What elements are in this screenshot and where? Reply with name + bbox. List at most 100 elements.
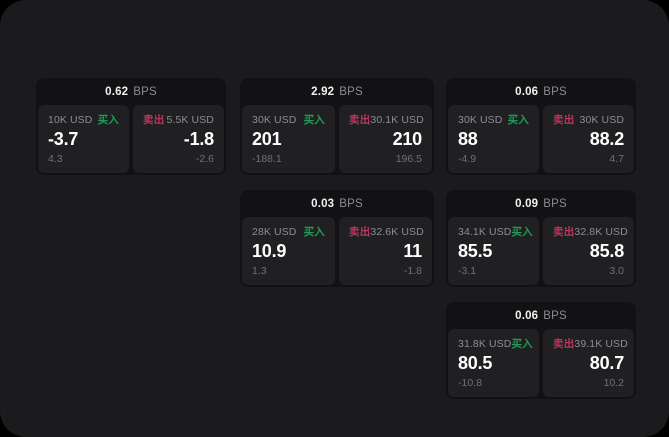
sell-price: -1.8 (183, 129, 214, 149)
sell-tag: 卖出 (553, 226, 575, 238)
card-body: 31.8K USD 买入 80.5 -10.8 卖出 39.1K USD 80.… (446, 329, 636, 399)
sell-panel-top: 卖出 39.1K USD (553, 337, 628, 351)
buy-price: 201 (252, 129, 282, 149)
buy-price: 88 (458, 129, 478, 149)
buy-tag: 买入 (97, 114, 119, 126)
bps-unit-label: BPS (543, 309, 567, 322)
sell-subvalue: 196.5 (395, 153, 422, 165)
sell-panel[interactable]: 卖出 30K USD 88.2 4.7 (543, 105, 634, 173)
card-body: 10K USD 买入 -3.7 4.3 卖出 5.5K USD -1.8 -2.… (36, 105, 226, 175)
buy-size-label: 10K USD (48, 113, 93, 126)
sell-subvalue: -1.8 (403, 265, 422, 277)
buy-panel-top: 30K USD 买入 (252, 113, 325, 127)
sell-tag: 卖出 (553, 114, 575, 126)
card-header: 0.06 BPS (446, 302, 636, 329)
buy-panel[interactable]: 28K USD 买入 10.9 1.3 (242, 217, 335, 285)
buy-price: 80.5 (458, 353, 493, 373)
sell-price: 85.8 (589, 241, 624, 261)
sell-size-label: 5.5K USD (166, 113, 214, 126)
sell-tag: 卖出 (349, 226, 371, 238)
sell-panel[interactable]: 卖出 32.8K USD 85.8 3.0 (543, 217, 634, 285)
sell-tag: 卖出 (553, 338, 575, 350)
sell-panel-top: 卖出 30.1K USD (349, 113, 424, 127)
card-body: 28K USD 买入 10.9 1.3 卖出 32.6K USD 11 -1.8 (240, 217, 434, 287)
buy-panel-top: 30K USD 买入 (458, 113, 529, 127)
card-header: 0.62 BPS (36, 78, 226, 105)
buy-size-label: 31.8K USD (458, 337, 512, 350)
quote-card[interactable]: 0.03 BPS 28K USD 买入 10.9 1.3 卖出 (240, 190, 434, 287)
sell-size-label: 32.8K USD (574, 225, 628, 238)
buy-price: 85.5 (458, 241, 493, 261)
bps-value: 0.06 (515, 309, 539, 322)
bps-unit-label: BPS (339, 85, 363, 98)
sell-panel-top: 卖出 32.6K USD (349, 225, 424, 239)
sell-panel-top: 卖出 30K USD (553, 113, 624, 127)
bps-value: 2.92 (311, 85, 335, 98)
buy-subvalue: 1.3 (252, 265, 267, 277)
sell-size-label: 30.1K USD (370, 113, 424, 126)
quote-board: 0.62 BPS 10K USD 买入 -3.7 4.3 卖出 (36, 78, 636, 399)
quote-card[interactable]: 2.92 BPS 30K USD 买入 201 -188.1 卖出 (240, 78, 434, 175)
sell-size-label: 32.6K USD (370, 225, 424, 238)
bps-value: 0.03 (311, 197, 335, 210)
sell-panel-top: 卖出 5.5K USD (143, 113, 214, 127)
buy-size-label: 28K USD (252, 225, 297, 238)
sell-panel[interactable]: 卖出 30.1K USD 210 196.5 (339, 105, 432, 173)
sell-subvalue: 10.2 (603, 377, 624, 389)
sell-price: 11 (403, 241, 422, 261)
buy-panel[interactable]: 30K USD 买入 201 -188.1 (242, 105, 335, 173)
sell-size-label: 30K USD (579, 113, 624, 126)
buy-subvalue: -188.1 (252, 153, 282, 165)
card-header: 0.09 BPS (446, 190, 636, 217)
quote-column-3: 0.06 BPS 30K USD 买入 88 -4.9 卖出 (446, 78, 636, 414)
buy-tag: 买入 (303, 226, 325, 238)
card-body: 30K USD 买入 201 -188.1 卖出 30.1K USD 210 1… (240, 105, 434, 175)
bps-unit-label: BPS (543, 197, 567, 210)
buy-subvalue: -3.1 (458, 265, 477, 277)
quote-column-1: 0.62 BPS 10K USD 买入 -3.7 4.3 卖出 (36, 78, 226, 190)
bps-unit-label: BPS (133, 85, 157, 98)
buy-size-label: 30K USD (458, 113, 503, 126)
bps-value: 0.09 (515, 197, 539, 210)
buy-tag: 买入 (511, 226, 533, 238)
buy-tag: 买入 (511, 338, 533, 350)
buy-price: -3.7 (48, 129, 79, 149)
bps-unit-label: BPS (543, 85, 567, 98)
buy-panel[interactable]: 31.8K USD 买入 80.5 -10.8 (448, 329, 539, 397)
quote-card[interactable]: 0.62 BPS 10K USD 买入 -3.7 4.3 卖出 (36, 78, 226, 175)
bps-value: 0.62 (105, 85, 129, 98)
quote-card[interactable]: 0.06 BPS 31.8K USD 买入 80.5 -10.8 卖 (446, 302, 636, 399)
buy-panel-top: 10K USD 买入 (48, 113, 119, 127)
sell-panel[interactable]: 卖出 32.6K USD 11 -1.8 (339, 217, 432, 285)
card-header: 2.92 BPS (240, 78, 434, 105)
buy-panel[interactable]: 10K USD 买入 -3.7 4.3 (38, 105, 129, 173)
card-body: 34.1K USD 买入 85.5 -3.1 卖出 32.8K USD 85.8… (446, 217, 636, 287)
card-body: 30K USD 买入 88 -4.9 卖出 30K USD 88.2 4.7 (446, 105, 636, 175)
buy-panel-top: 31.8K USD 买入 (458, 337, 533, 351)
buy-panel-top: 28K USD 买入 (252, 225, 325, 239)
buy-subvalue: -4.9 (458, 153, 477, 165)
bps-unit-label: BPS (339, 197, 363, 210)
quote-card[interactable]: 0.09 BPS 34.1K USD 买入 85.5 -3.1 卖出 (446, 190, 636, 287)
quote-column-2: 2.92 BPS 30K USD 买入 201 -188.1 卖出 (240, 78, 434, 302)
sell-panel-top: 卖出 32.8K USD (553, 225, 628, 239)
buy-tag: 买入 (303, 114, 325, 126)
buy-panel[interactable]: 34.1K USD 买入 85.5 -3.1 (448, 217, 539, 285)
buy-size-label: 30K USD (252, 113, 297, 126)
buy-panel-top: 34.1K USD 买入 (458, 225, 533, 239)
buy-tag: 买入 (507, 114, 529, 126)
sell-price: 80.7 (589, 353, 624, 373)
card-header: 0.06 BPS (446, 78, 636, 105)
sell-subvalue: -2.6 (195, 153, 214, 165)
sell-subvalue: 3.0 (609, 265, 624, 277)
buy-panel[interactable]: 30K USD 买入 88 -4.9 (448, 105, 539, 173)
quote-card[interactable]: 0.06 BPS 30K USD 买入 88 -4.9 卖出 (446, 78, 636, 175)
sell-panel[interactable]: 卖出 5.5K USD -1.8 -2.6 (133, 105, 224, 173)
sell-tag: 卖出 (349, 114, 371, 126)
bps-value: 0.06 (515, 85, 539, 98)
sell-price: 210 (392, 129, 423, 149)
sell-panel[interactable]: 卖出 39.1K USD 80.7 10.2 (543, 329, 634, 397)
buy-size-label: 34.1K USD (458, 225, 512, 238)
buy-subvalue: -10.8 (458, 377, 482, 389)
